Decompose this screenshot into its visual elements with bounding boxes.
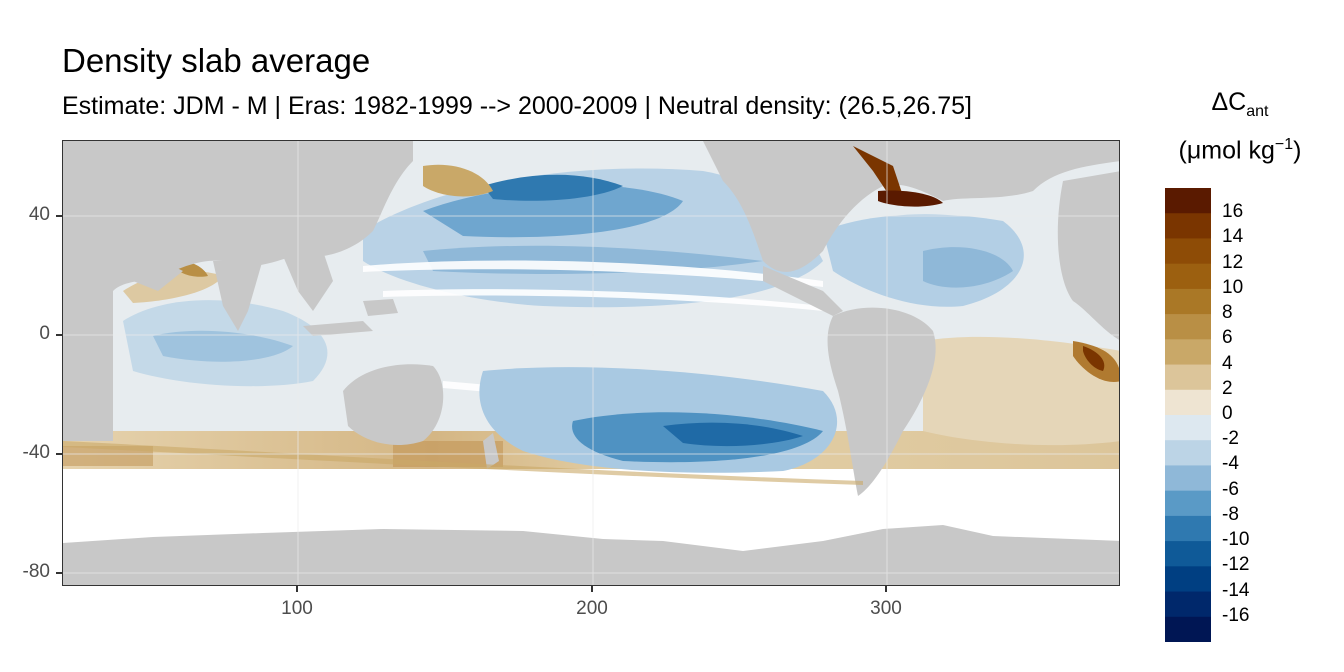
legend-label: 12 (1222, 251, 1244, 273)
legend-label: 6 (1222, 327, 1233, 349)
legend-label: 14 (1222, 226, 1244, 248)
y-tick-label-0: 0 (39, 323, 50, 344)
map-panel (62, 140, 1120, 586)
legend-label: 4 (1222, 352, 1233, 374)
south-america-land (827, 307, 936, 496)
legend-swatch (1165, 415, 1211, 441)
legend-label: -16 (1222, 604, 1250, 626)
y-tick-label-minus80: -80 (22, 561, 50, 582)
legend-label: 16 (1222, 201, 1244, 223)
legend-label: 8 (1222, 302, 1233, 324)
legend-swatch (1165, 566, 1211, 593)
australia-land (343, 364, 444, 446)
legend-label: -2 (1222, 428, 1239, 450)
legend-swatch (1165, 440, 1211, 466)
africa-land-east (1057, 171, 1119, 340)
legend-swatch (1165, 188, 1211, 214)
y-tick-40 (56, 215, 62, 217)
x-tick-100 (296, 586, 298, 592)
legend-label: 0 (1222, 403, 1233, 424)
legend-swatch (1165, 263, 1211, 290)
legend-label: -6 (1222, 478, 1239, 500)
legend-swatch (1165, 541, 1211, 567)
grid-lines (63, 141, 1119, 585)
legend-label: -10 (1222, 529, 1250, 551)
legend-colorbar (1165, 188, 1211, 642)
legend-swatch (1165, 490, 1211, 517)
x-tick-label-200: 200 (576, 598, 608, 619)
y-tick-label-minus40: -40 (22, 442, 50, 463)
legend-swatch (1165, 616, 1211, 642)
y-tick-label-40: 40 (28, 204, 50, 225)
y-tick-0 (56, 334, 62, 336)
legend-label: -4 (1222, 453, 1239, 475)
legend-swatch (1165, 288, 1211, 315)
x-tick-label-300: 300 (870, 598, 902, 619)
legend-label: -8 (1222, 503, 1239, 525)
chart-subtitle: Estimate: JDM - M | Eras: 1982-1999 --> … (62, 92, 972, 120)
legend-label: -14 (1222, 579, 1250, 601)
chart-title: Density slab average (62, 42, 371, 79)
legend-swatch (1165, 339, 1211, 366)
india-land (213, 259, 263, 331)
y-tick-minus40 (56, 453, 62, 455)
x-tick-label-100: 100 (281, 598, 313, 619)
legend-label: -12 (1222, 554, 1250, 576)
legend-swatch (1165, 213, 1211, 239)
x-tick-300 (885, 586, 887, 592)
legend-swatch (1165, 515, 1211, 542)
legend-title: ΔCant (1211, 88, 1269, 120)
x-tick-200 (591, 586, 593, 592)
ocean-map (63, 141, 1119, 585)
legend-swatch (1165, 389, 1211, 416)
legend-swatch (1165, 591, 1211, 618)
legend-swatch (1165, 364, 1211, 391)
y-tick-minus80 (56, 572, 62, 574)
antarctica-land (63, 525, 1119, 585)
south-atlantic-warm (923, 336, 1119, 446)
legend-swatch (1165, 238, 1211, 265)
legend-label: 10 (1222, 276, 1244, 298)
north-america-land (703, 141, 1119, 272)
legend-swatch (1165, 314, 1211, 340)
legend-swatch (1165, 465, 1211, 492)
legend-label: 2 (1222, 377, 1233, 399)
legend-unit: (μmol kg−1) (1178, 136, 1302, 165)
